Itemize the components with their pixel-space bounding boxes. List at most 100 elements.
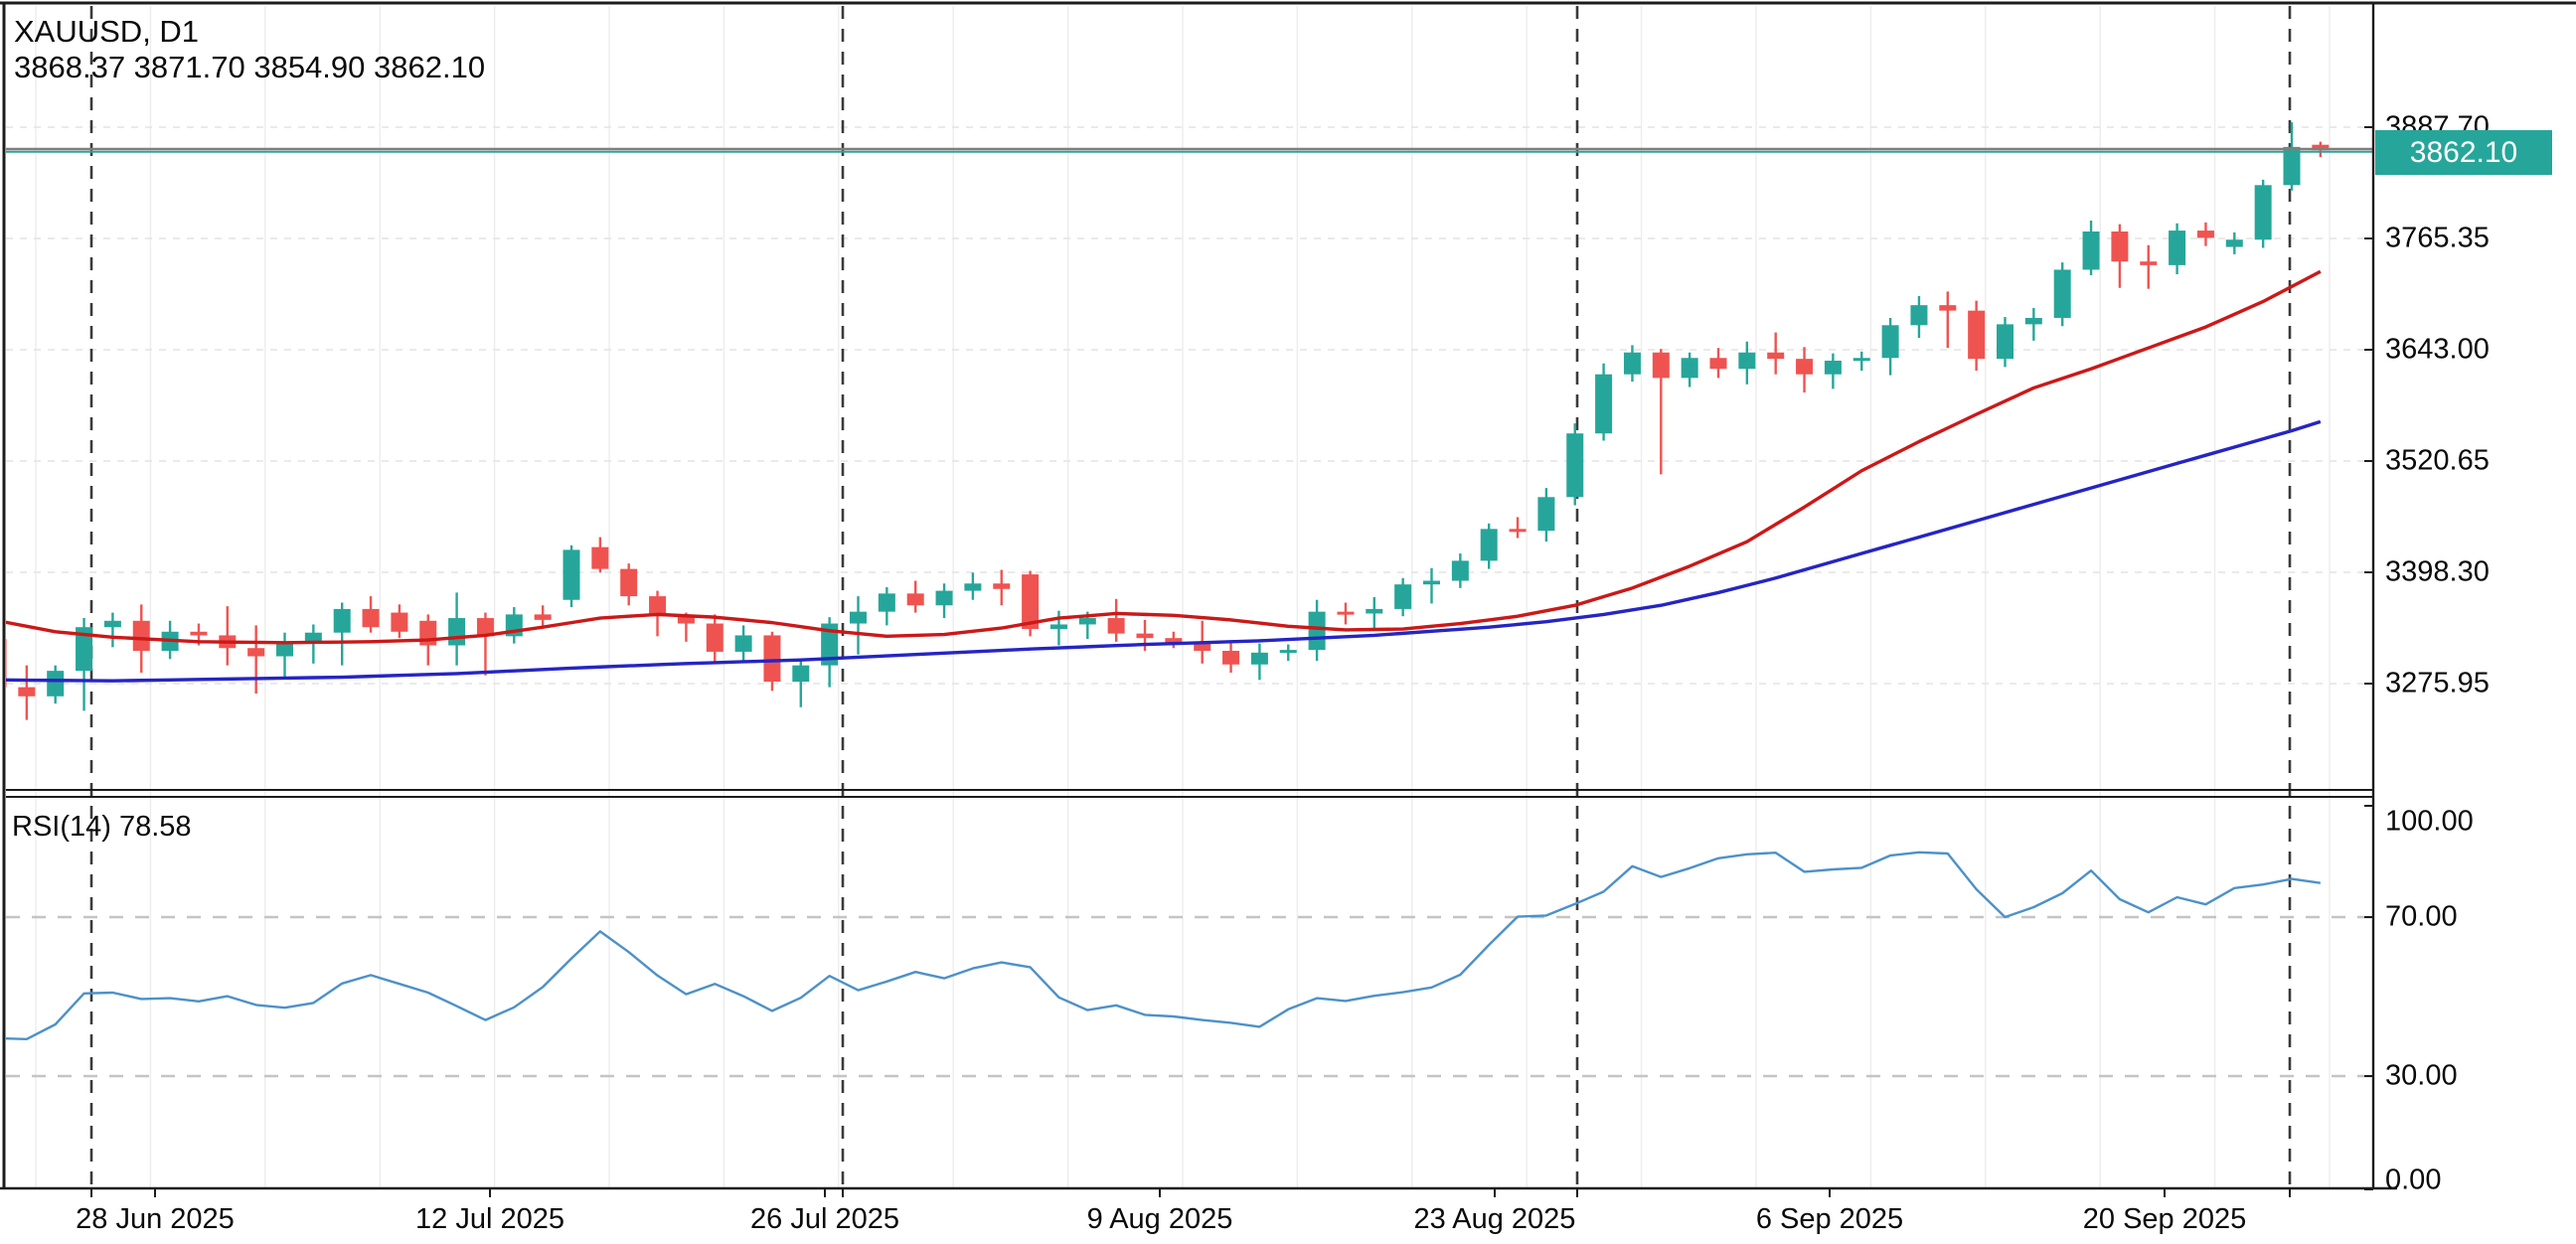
candle-body (1022, 574, 1040, 630)
time-scale[interactable]: 28 Jun 2025 12 Jul 2025 26 Jul 2025 9 Aug 2… (0, 1189, 2576, 1244)
rsi-line (6, 851, 2322, 1041)
candle-body (1136, 633, 1154, 639)
candle-body (1279, 650, 1297, 654)
time-axis-label: 6 Sep 2025 (1755, 1203, 1904, 1235)
time-axis-label: 12 Jul 2025 (415, 1203, 564, 1235)
symbol-title: XAUUSD, D1 (14, 14, 200, 49)
candle-body (47, 671, 65, 697)
price-pane[interactable] (0, 122, 2373, 720)
candle-body (2169, 231, 2186, 265)
candle-body (620, 568, 638, 597)
time-axis-label: 20 Sep 2025 (2082, 1203, 2247, 1235)
candle-body (1566, 433, 1584, 498)
rsi-axis-label: 100.00 (2385, 805, 2474, 838)
candle-body (1078, 618, 1096, 625)
candle-body (821, 623, 839, 666)
price-axis-label: 3643.00 (2385, 333, 2490, 366)
candle-body (18, 687, 36, 697)
current-price-value: 3862.10 (2409, 135, 2518, 169)
candle-body (1796, 359, 1814, 375)
candle-body (1337, 611, 1355, 615)
current-price-badge: 3862.10 (2375, 130, 2552, 175)
price-axis-label: 3520.65 (2385, 444, 2490, 477)
candle-body (1939, 305, 1957, 311)
candle-body (132, 620, 150, 652)
candle-body (1451, 560, 1469, 581)
candle-body (706, 623, 724, 652)
candle-body (563, 549, 580, 600)
candle-body (2225, 239, 2243, 247)
candle-body (2254, 185, 2272, 240)
candle-body (1623, 352, 1641, 375)
candle-body (763, 635, 781, 683)
ma-fast-line (6, 269, 2322, 645)
candle-body (1681, 358, 1698, 379)
candle-body (1107, 618, 1125, 634)
candle-body (6, 639, 7, 688)
price-axis-label: 3398.30 (2385, 555, 2490, 588)
candle-body (1652, 352, 1670, 379)
candle-body (1308, 611, 1326, 651)
candle-body (1366, 608, 1383, 614)
candle-body (591, 546, 609, 569)
candle-body (878, 593, 895, 612)
candle-body (734, 635, 752, 652)
ohlc-readout: 3868.37 3871.70 3854.90 3862.10 (14, 50, 486, 84)
candle-body (247, 648, 265, 657)
candle-body (1509, 529, 1527, 533)
candle-body (2140, 261, 2158, 265)
candle-body (1738, 352, 1756, 370)
candle-body (993, 583, 1011, 589)
candle-body (1250, 652, 1268, 665)
candle-body (1968, 310, 1986, 360)
rsi-axis-label: 70.00 (2385, 900, 2458, 933)
candle-body (1394, 584, 1412, 609)
candle-body (276, 641, 293, 657)
candle-body (2196, 231, 2214, 238)
price-scale[interactable]: 3887.70 3765.35 3643.00 3520.65 3398.30 3275.… (2375, 0, 2576, 1196)
candle-body (1709, 358, 1727, 370)
candle-body (1997, 324, 2013, 360)
candle-body (2283, 146, 2301, 186)
candle-body (677, 616, 695, 624)
candle-body (2082, 231, 2100, 270)
candle-body (964, 583, 982, 591)
candle-body (362, 608, 380, 628)
rsi-axis-label: 30.00 (2385, 1059, 2458, 1092)
candle-body (2111, 231, 2129, 262)
time-axis-label: 26 Jul 2025 (750, 1203, 899, 1235)
rsi-axis-label: 0.00 (2385, 1164, 2442, 1196)
candle-body (534, 614, 552, 620)
rsi-pane[interactable] (0, 851, 2322, 1041)
candle-body (792, 665, 810, 683)
candle-body (1767, 352, 1785, 360)
candle-body (2053, 269, 2071, 318)
candle-body (1537, 497, 1555, 532)
candle-body (333, 608, 351, 633)
price-axis-label: 3275.95 (2385, 667, 2490, 700)
candle-body (391, 612, 408, 632)
candle-body (1480, 529, 1498, 561)
price-axis-label: 3765.35 (2385, 222, 2490, 254)
time-axis-label: 28 Jun 2025 (76, 1203, 235, 1235)
candle-body (1910, 305, 1928, 326)
candle-body (1194, 643, 1211, 652)
candle-body (935, 590, 953, 606)
candle-body (649, 596, 667, 617)
candle-body (1222, 651, 1240, 665)
candle-body (906, 593, 924, 606)
candle-body (76, 627, 93, 672)
candle-body (1824, 360, 1842, 375)
time-axis-label: 9 Aug 2025 (1086, 1203, 1233, 1235)
candle-body (1595, 374, 1613, 434)
indicator-label: RSI(14) 78.58 (12, 811, 192, 843)
time-axis-label: 23 Aug 2025 (1413, 1203, 1576, 1235)
ma-slow-line (6, 419, 2322, 683)
candle-body (304, 632, 322, 642)
candle-body (476, 618, 494, 637)
candle-body (1423, 580, 1440, 585)
candle-body (1165, 638, 1183, 644)
candle-body (2024, 317, 2042, 325)
